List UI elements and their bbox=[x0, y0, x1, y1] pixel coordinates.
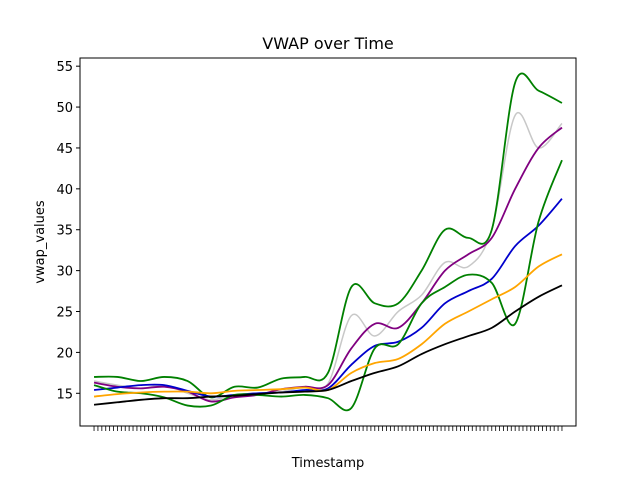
series-line-4 bbox=[93, 159, 563, 412]
y-tick-label: 30 bbox=[56, 265, 73, 280]
x-axis-label: Timestamp bbox=[291, 456, 365, 471]
y-tick-label: 20 bbox=[56, 346, 73, 361]
tick-layer: 15 20 25 30 35 40 45 50 55 bbox=[56, 60, 563, 431]
series-line-3 bbox=[93, 198, 563, 398]
y-tick-label: 45 bbox=[56, 142, 73, 157]
series-line-6 bbox=[93, 284, 563, 406]
y-tick-label: 15 bbox=[56, 387, 73, 402]
y-axis-label: vwap_values bbox=[33, 200, 48, 284]
y-tick-label: 35 bbox=[56, 224, 73, 239]
series-line-1 bbox=[94, 72, 563, 399]
series-line-2 bbox=[93, 126, 563, 403]
series-layer bbox=[93, 72, 563, 412]
y-tick-label: 40 bbox=[56, 183, 73, 198]
chart-title: VWAP over Time bbox=[262, 34, 394, 53]
y-tick-label: 25 bbox=[56, 306, 73, 321]
y-tick-label: 55 bbox=[56, 60, 73, 75]
y-tick-label: 50 bbox=[56, 101, 73, 116]
plot-frame bbox=[79, 57, 577, 427]
